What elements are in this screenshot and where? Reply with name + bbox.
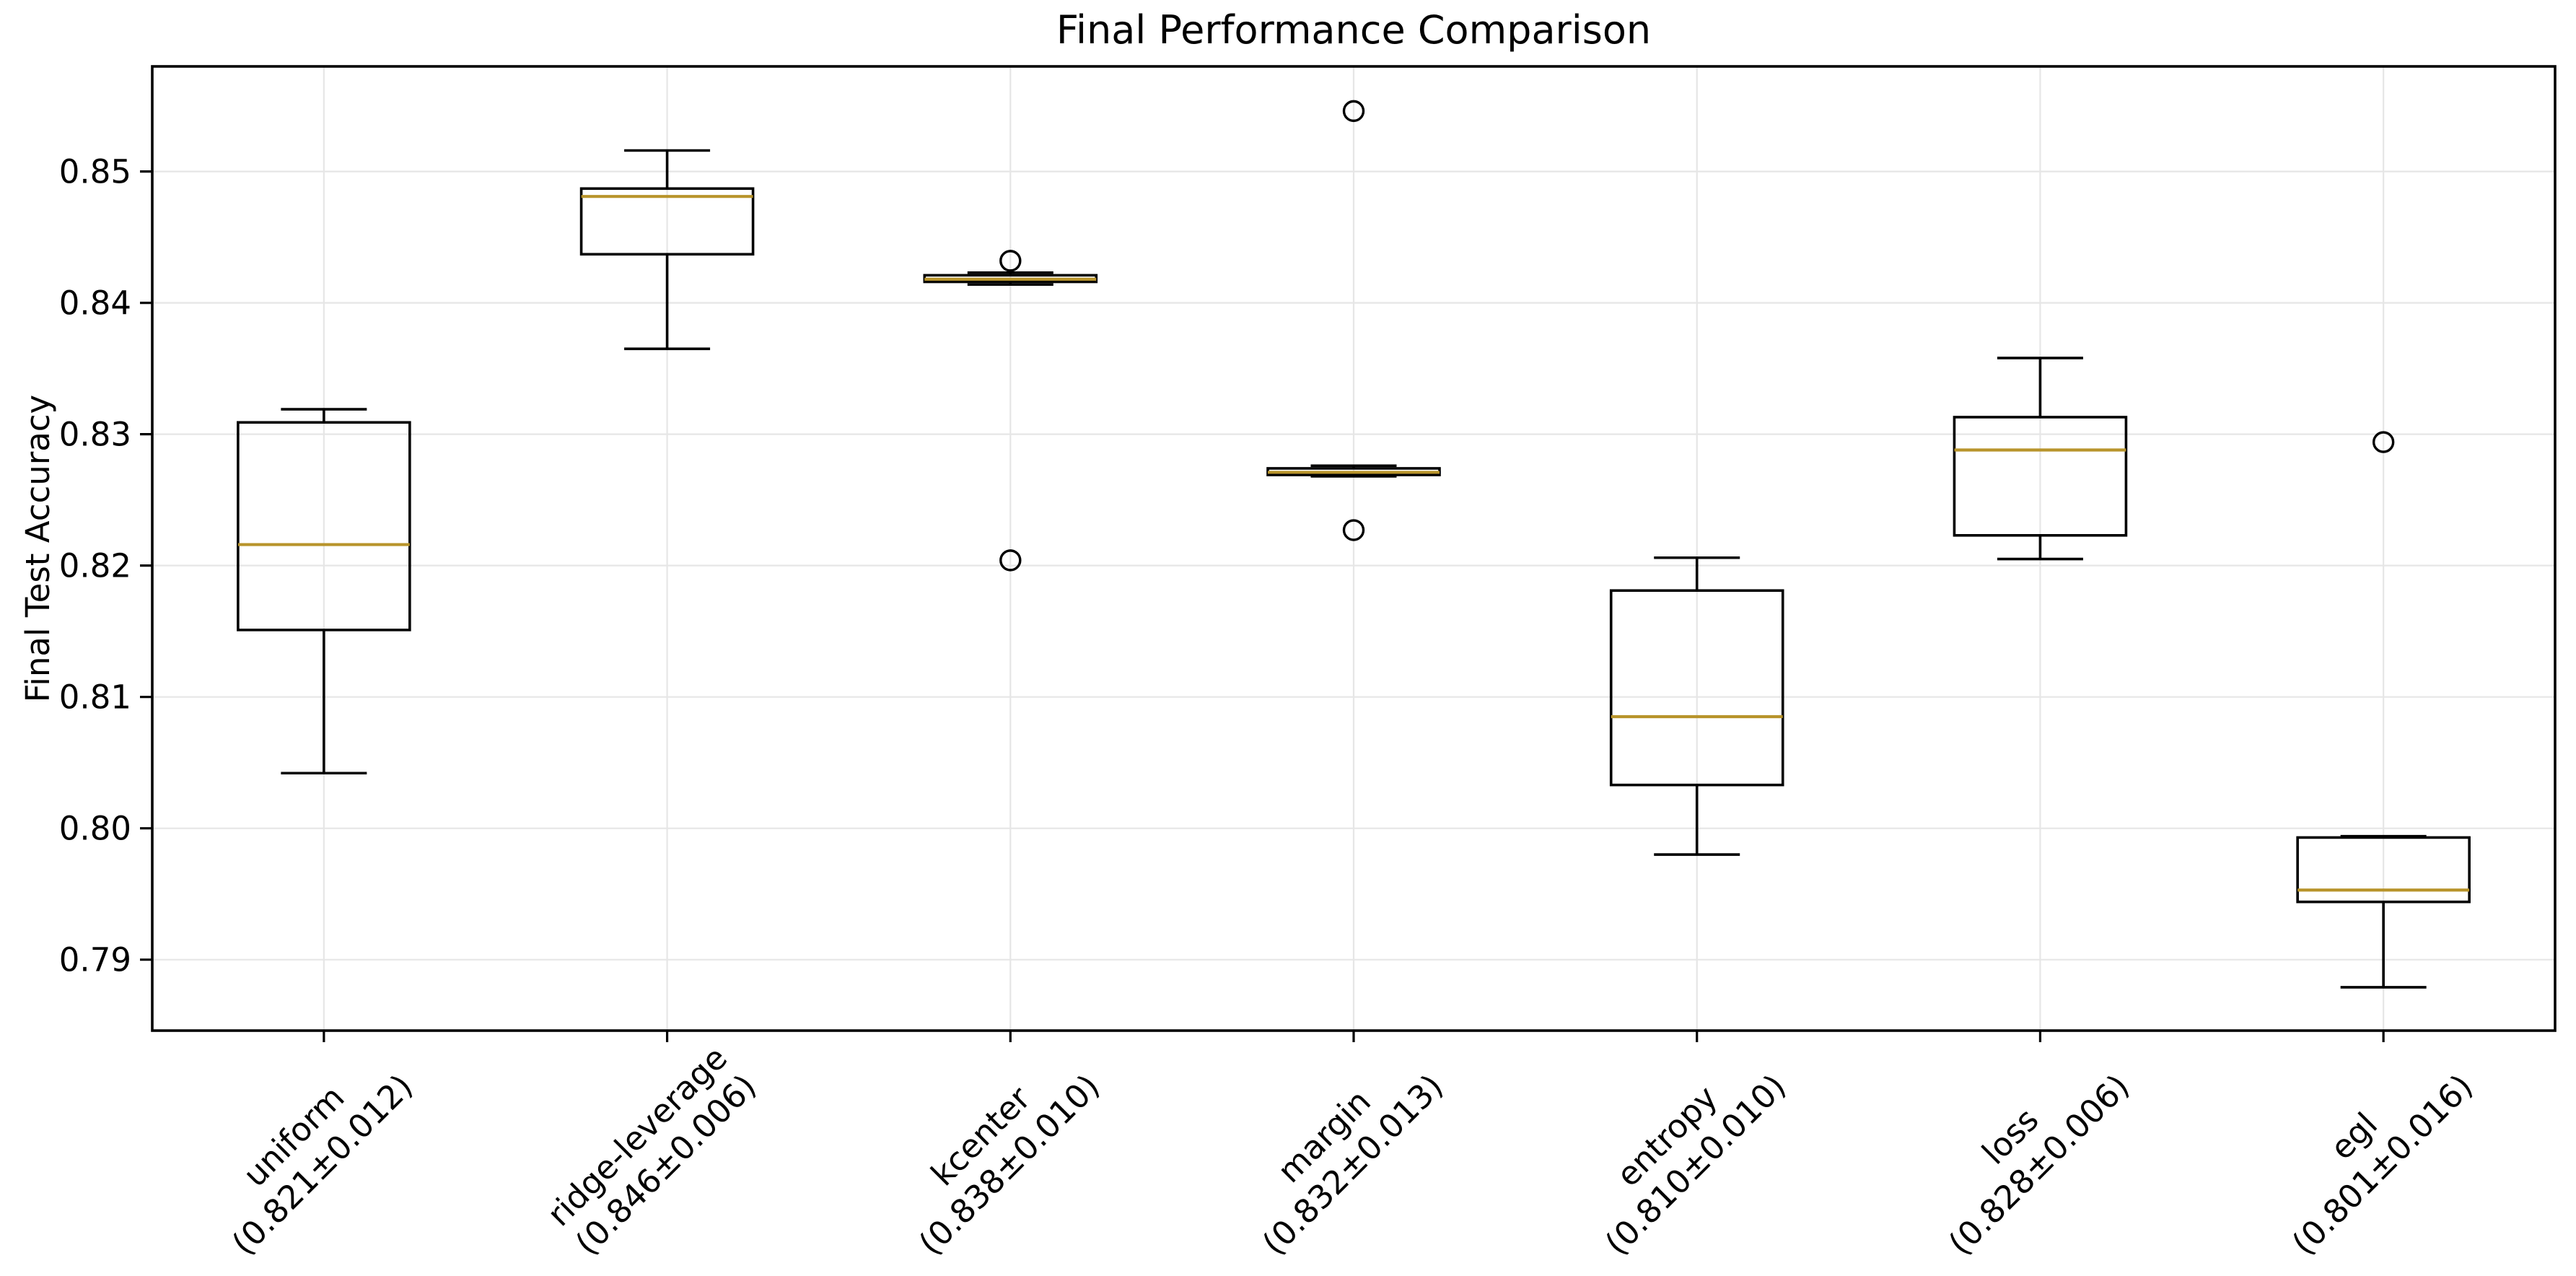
y-tick-label: 0.82 (59, 547, 131, 585)
chart-title: Final Performance Comparison (1056, 7, 1652, 53)
box-iqr (1609, 589, 1784, 787)
box-iqr (237, 421, 411, 632)
outlier-point (999, 250, 1022, 272)
y-tick-label: 0.84 (59, 284, 131, 323)
outlier-point (1342, 519, 1365, 541)
y-tick-label: 0.83 (59, 416, 131, 454)
box-iqr (2296, 836, 2471, 904)
y-tick-label: 0.80 (59, 810, 131, 848)
box-iqr (579, 187, 755, 256)
y-tick-label: 0.81 (59, 678, 131, 717)
outlier-point (2372, 431, 2395, 453)
y-tick-label: 0.85 (59, 153, 131, 191)
outlier-point (1342, 100, 1365, 123)
outlier-point (999, 549, 1022, 572)
box-iqr (1953, 416, 2128, 537)
y-tick-label: 0.79 (59, 941, 131, 979)
